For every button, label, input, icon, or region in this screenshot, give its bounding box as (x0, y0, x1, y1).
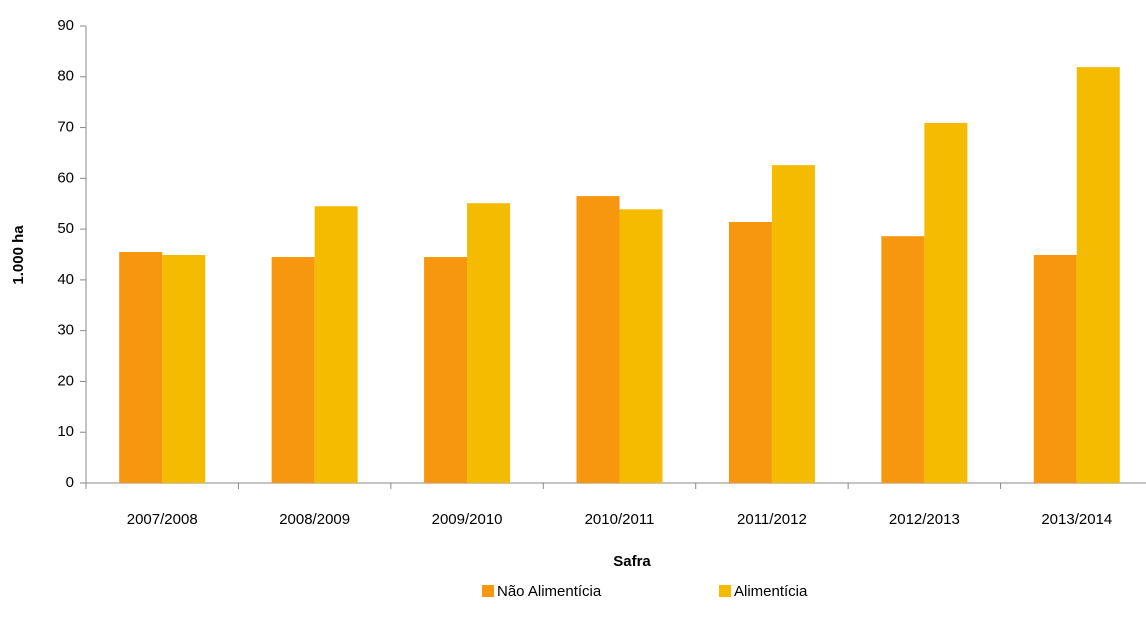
y-tick-label: 40 (57, 271, 74, 288)
y-tick-label: 10 (57, 423, 74, 440)
y-tick-label: 20 (57, 372, 74, 389)
x-tick-label: 2013/2014 (1041, 511, 1112, 528)
x-tick-label: 2009/2010 (432, 511, 503, 528)
x-tick-label: 2008/2009 (279, 511, 350, 528)
y-tick-label: 50 (57, 220, 74, 237)
y-axis-title: 1.000 ha (10, 225, 27, 285)
legend-label: Não Alimentícia (497, 583, 602, 600)
bar (314, 206, 358, 483)
x-tick-label: 2007/2008 (127, 511, 198, 528)
y-tick-label: 0 (66, 474, 74, 491)
x-tick-label: 2011/2012 (737, 511, 807, 528)
legend-label: Alimentícia (734, 583, 808, 600)
bar (1033, 255, 1077, 483)
y-tick-label: 30 (57, 322, 74, 339)
legend-swatch (719, 585, 731, 597)
bar (924, 122, 968, 483)
x-axis-title: Safra (613, 553, 651, 570)
bar (271, 257, 315, 483)
bar (467, 203, 511, 483)
bar (424, 257, 468, 483)
y-tick-label: 90 (57, 17, 74, 34)
bar (771, 165, 815, 483)
y-tick-label: 60 (57, 169, 74, 186)
y-tick-label: 70 (57, 119, 74, 136)
bar (881, 236, 925, 483)
x-tick-label: 2012/2013 (889, 511, 960, 528)
bar (1076, 67, 1120, 483)
bar (728, 222, 772, 483)
bar (119, 251, 163, 483)
legend-swatch (482, 585, 494, 597)
bar (162, 255, 206, 483)
y-tick-label: 80 (57, 68, 74, 85)
x-tick-label: 2010/2011 (585, 511, 655, 528)
bar (619, 209, 663, 483)
bar (576, 196, 620, 483)
